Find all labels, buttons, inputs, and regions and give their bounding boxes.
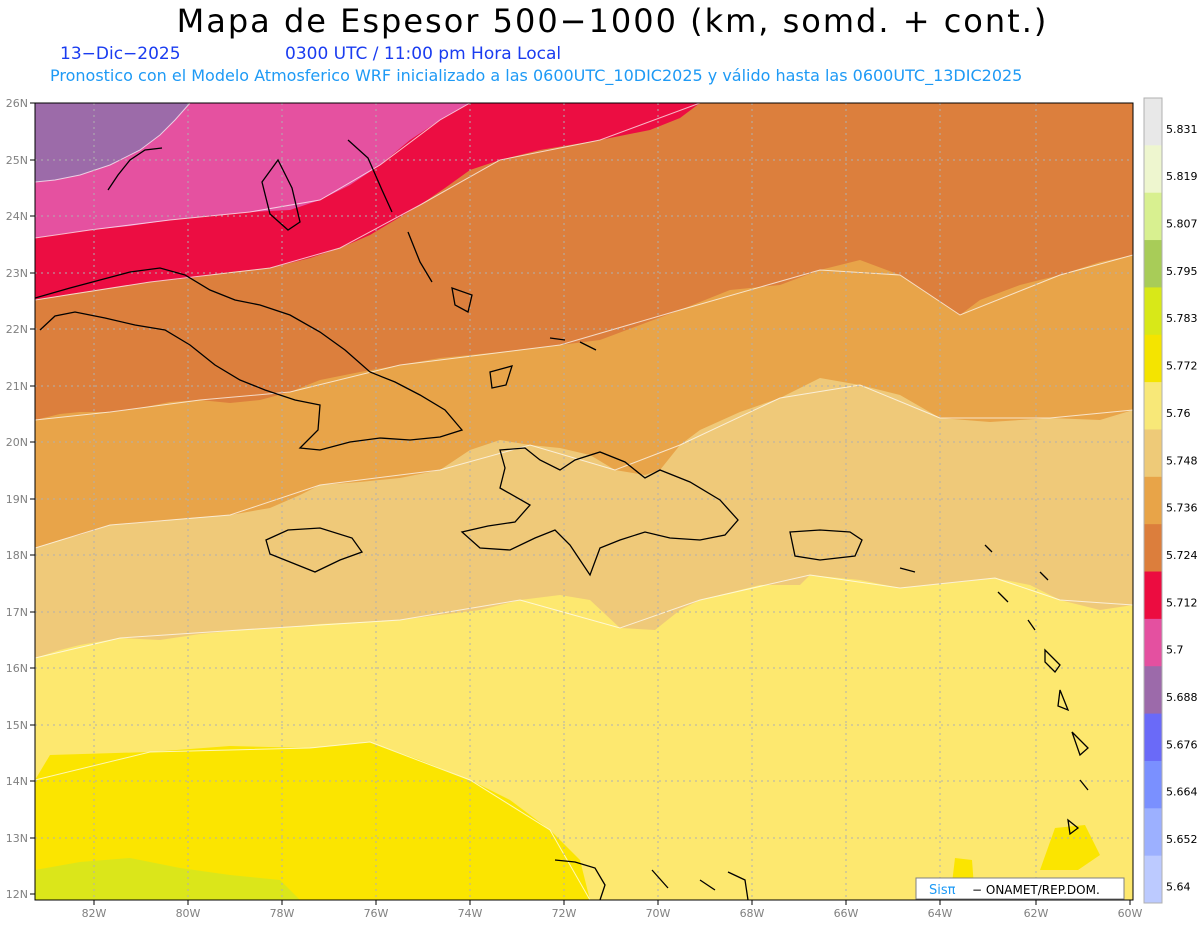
colorbar-swatch	[1144, 666, 1162, 715]
coast-acklins	[451, 287, 473, 313]
lon-label: 76W	[364, 907, 389, 920]
map-frame	[34, 102, 1134, 901]
coast-inagua	[489, 365, 513, 389]
lat-label: 19N	[6, 493, 28, 506]
colorbar-swatch	[1144, 240, 1162, 288]
attribution-box: Sisπ − ONAMET/REP.DOM.	[915, 877, 1125, 900]
lat-label: 18N	[6, 549, 28, 562]
colorbar-frame	[1143, 97, 1163, 904]
colorbar-swatch	[1144, 808, 1162, 857]
lon-ticks	[93, 900, 1131, 905]
coast-turks	[549, 337, 597, 351]
colorbar-swatch	[1144, 571, 1162, 620]
colorbar-swatch	[1144, 334, 1162, 383]
lon-label: 78W	[270, 907, 295, 920]
colorbar-swatch	[1144, 145, 1162, 194]
lon-label: 68W	[740, 907, 765, 920]
coast-andros	[261, 158, 301, 231]
lat-ticks	[30, 102, 35, 895]
coastlines	[35, 139, 1089, 900]
colorbar-swatch	[1144, 476, 1162, 525]
lat-label: 25N	[6, 154, 28, 167]
lon-label: 64W	[928, 907, 953, 920]
lon-label: 80W	[176, 907, 201, 920]
coast-jamaica	[265, 527, 364, 573]
colorbar-swatch	[1144, 618, 1162, 667]
coast-florida-keys	[107, 147, 163, 191]
colorbar-swatch	[1144, 98, 1162, 146]
colorbar-label: 5.819	[1166, 170, 1198, 183]
graticule	[35, 103, 1133, 900]
patch-5-772-east	[950, 825, 1100, 900]
map-title: Mapa de Espesor 500−1000 (km, somd. + co…	[176, 2, 1049, 40]
colorbar-label: 5.64	[1166, 880, 1191, 893]
colorbar-label: 5.712	[1166, 596, 1198, 609]
lat-label: 26N	[6, 97, 28, 110]
colorbar-swatch	[1144, 382, 1162, 430]
onamet-label: − ONAMET/REP.DOM.	[972, 883, 1100, 897]
lat-label: 12N	[6, 888, 28, 901]
lat-label: 14N	[6, 775, 28, 788]
lon-label: 70W	[646, 907, 671, 920]
colorbar-label: 5.688	[1166, 691, 1198, 704]
sispi-logo: Sisπ	[929, 883, 956, 898]
colorbar-swatch	[1144, 192, 1162, 241]
colorbar-label: 5.831	[1166, 123, 1198, 136]
lat-label: 22N	[6, 323, 28, 336]
colorbar-label: 5.772	[1166, 360, 1198, 373]
colorbar-label: 5.7	[1166, 644, 1184, 657]
colorbar: 5.831 5.819 5.807 5.795 5.783 5.772 5.76 5.748 5…	[1143, 97, 1198, 904]
coast-cuba	[35, 267, 464, 451]
colorbar-label: 5.807	[1166, 217, 1198, 230]
colorbar-label: 5.748	[1166, 454, 1198, 467]
model-description: Pronostico con el Modelo Atmosferico WRF…	[50, 66, 1023, 85]
coast-long-island	[407, 231, 433, 283]
colorbar-swatch	[1144, 760, 1162, 809]
forecast-date: 13−Dic−2025	[60, 44, 181, 64]
lat-label: 23N	[6, 267, 28, 280]
coast-eleuthera	[347, 139, 393, 213]
lon-label: 74W	[458, 907, 483, 920]
coast-south-america	[554, 859, 749, 900]
band-5-688	[35, 103, 190, 182]
band-5-783	[35, 858, 300, 900]
coast-puerto-rico	[789, 529, 863, 561]
colorbar-label: 5.676	[1166, 738, 1198, 751]
lon-label: 62W	[1024, 907, 1049, 920]
lon-label: 60W	[1118, 907, 1143, 920]
colorbar-swatch	[1144, 713, 1162, 762]
coast-curacao	[651, 869, 669, 889]
colorbar-swatch	[1144, 429, 1162, 478]
lat-label: 13N	[6, 832, 28, 845]
colorbar-swatch	[1144, 524, 1162, 573]
longitude-axis: 82W 80W 78W 76W 74W 72W 70W 68W 66W 64W …	[82, 907, 1143, 920]
coast-hispaniola	[460, 447, 739, 577]
map-area	[35, 103, 1133, 900]
colorbar-swatch	[1144, 855, 1162, 904]
latitude-axis: 26N 25N 24N 23N 22N 21N 20N 19N 18N 17N …	[6, 97, 28, 901]
lat-label: 20N	[6, 436, 28, 449]
coast-lesser-antilles	[899, 544, 1089, 836]
colorbar-label: 5.724	[1166, 549, 1198, 562]
colorbar-label: 5.76	[1166, 407, 1191, 420]
lat-label: 17N	[6, 606, 28, 619]
colorbar-label: 5.664	[1166, 786, 1198, 799]
lat-label: 21N	[6, 380, 28, 393]
lon-label: 66W	[834, 907, 859, 920]
lon-label: 82W	[82, 907, 107, 920]
lat-label: 15N	[6, 719, 28, 732]
colorbar-label: 5.795	[1166, 265, 1198, 278]
colorbar-label: 5.652	[1166, 833, 1198, 846]
lat-label: 24N	[6, 210, 28, 223]
lon-label: 72W	[552, 907, 577, 920]
lat-label: 16N	[6, 662, 28, 675]
colorbar-label: 5.736	[1166, 502, 1198, 515]
contour-lines	[35, 103, 1133, 900]
colorbar-swatch	[1144, 287, 1162, 336]
forecast-time: 0300 UTC / 11:00 pm Hora Local	[285, 44, 562, 64]
colorbar-label: 5.783	[1166, 312, 1198, 325]
